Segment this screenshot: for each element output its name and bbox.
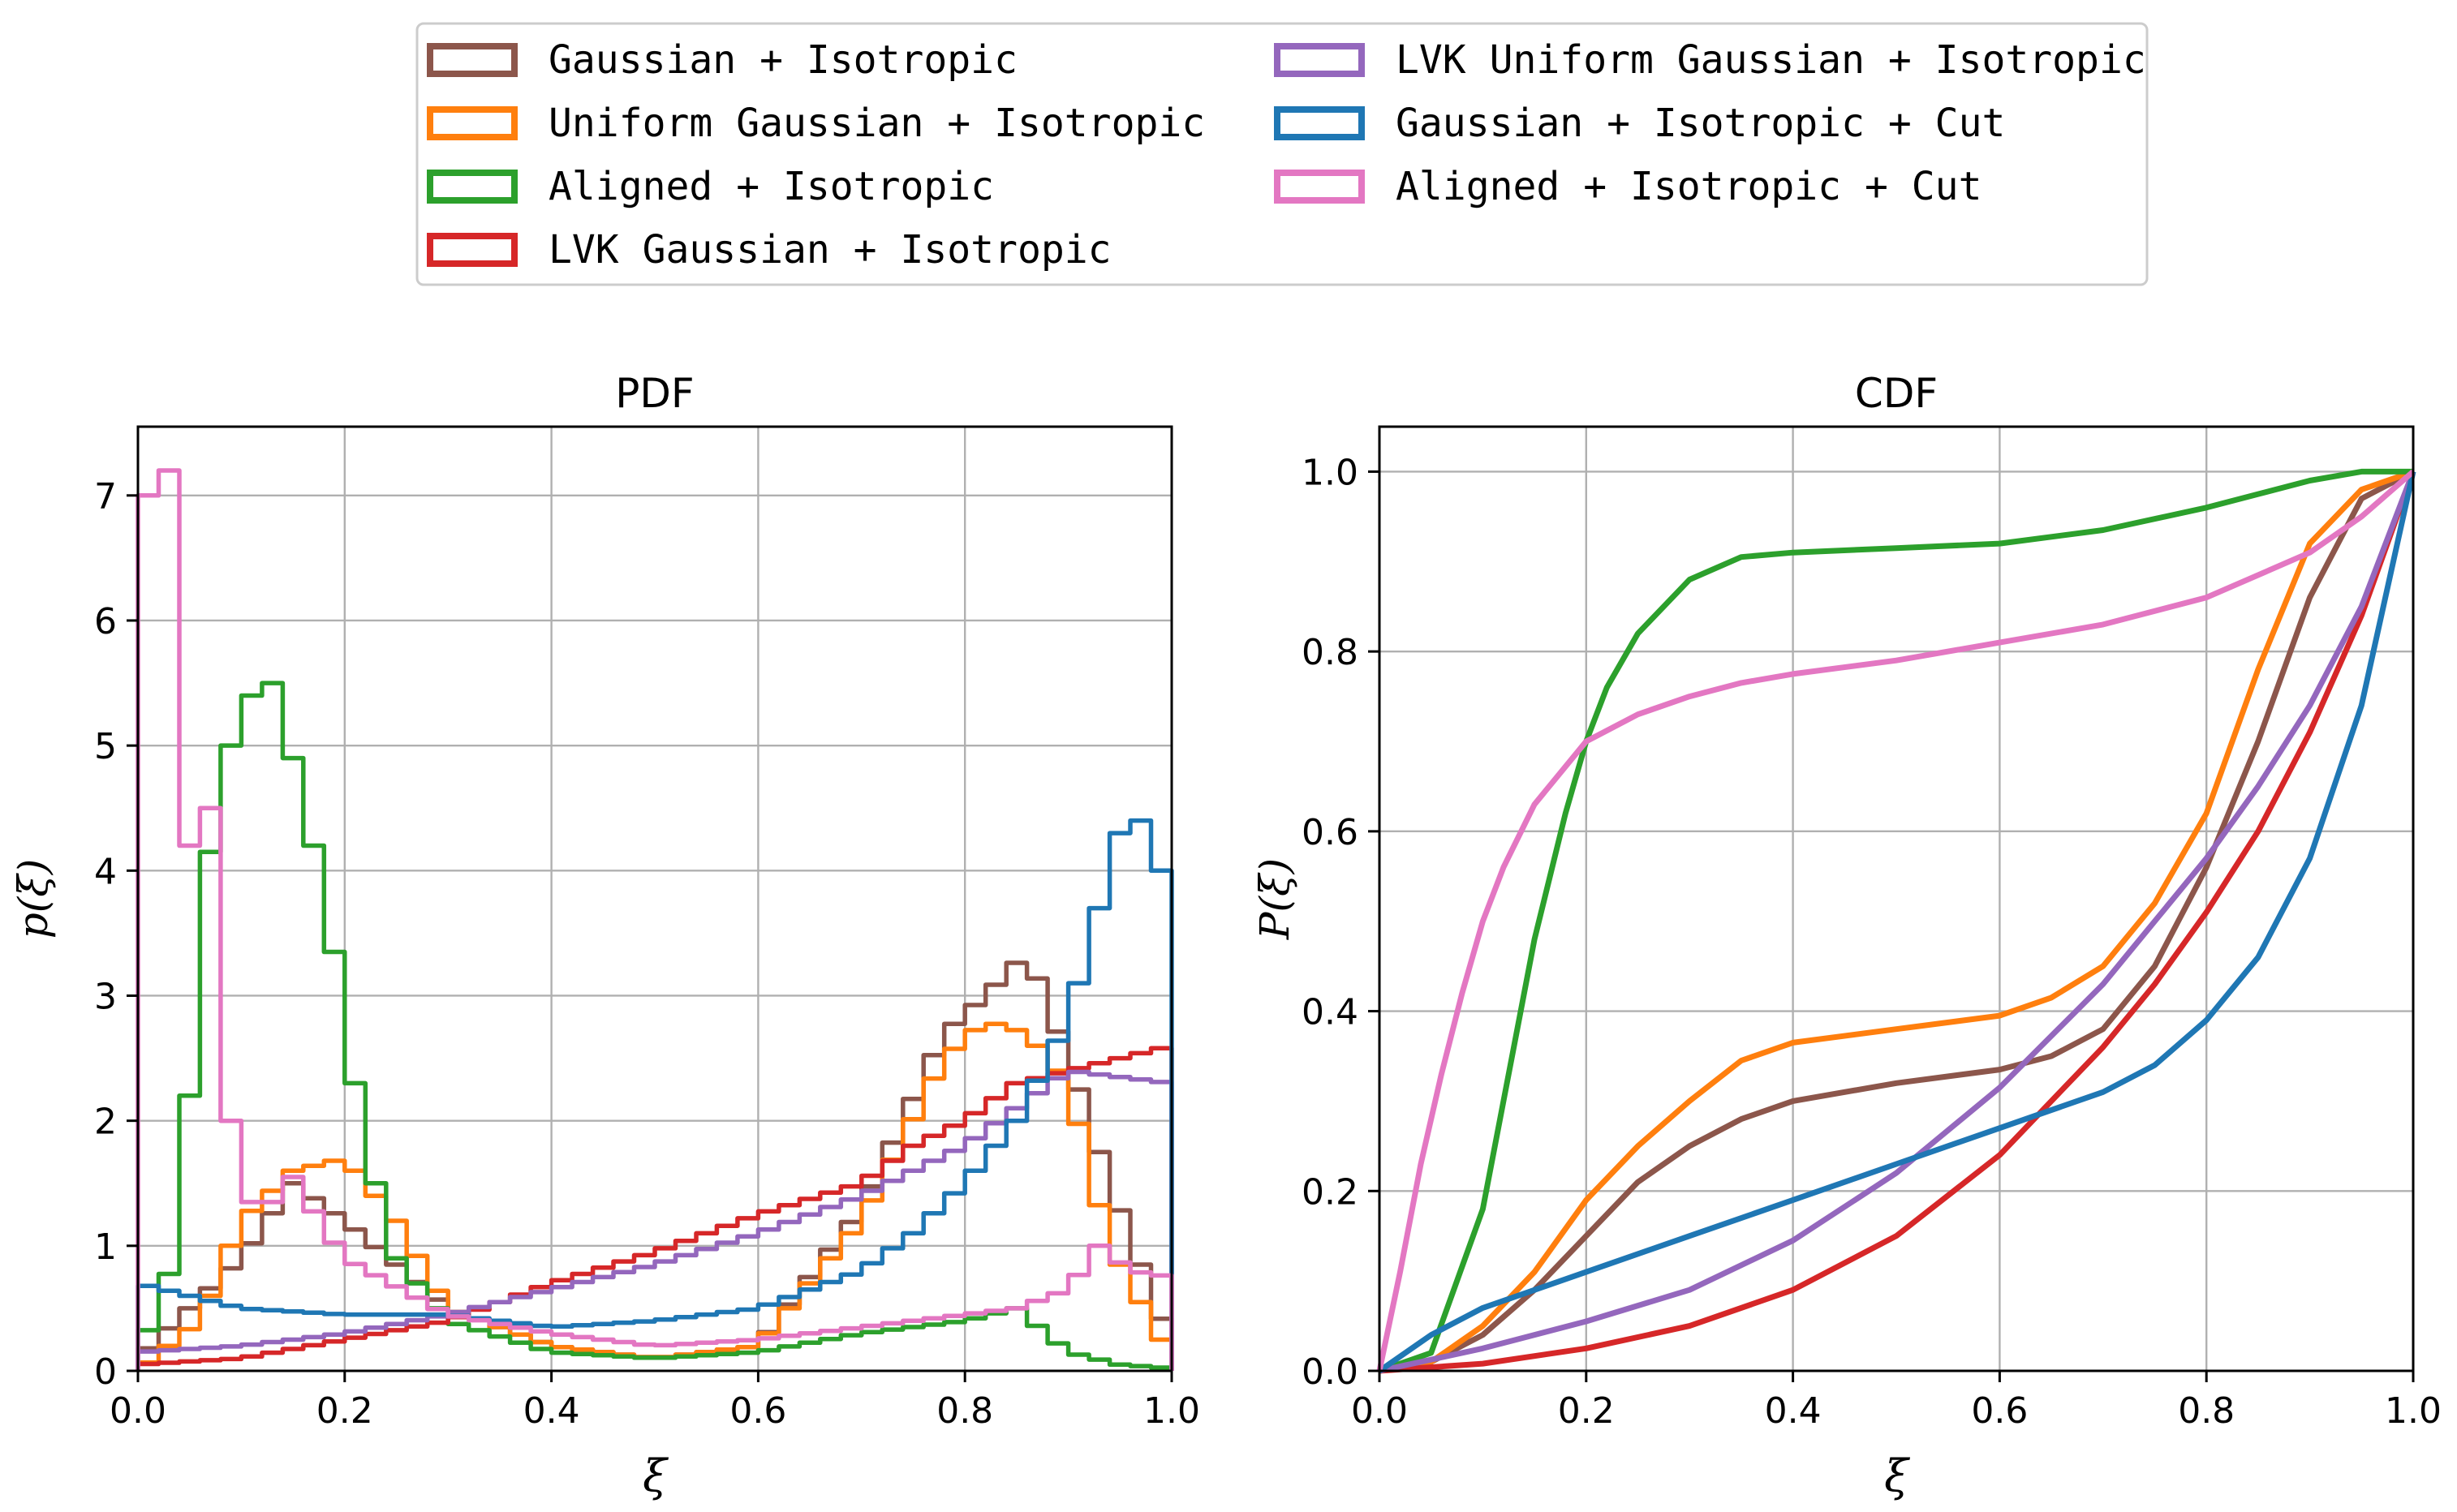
legend-swatch-uniform-gaussian-isotropic bbox=[427, 106, 518, 140]
legend-label-uniform-gaussian-isotropic: Uniform Gaussian + Isotropic bbox=[549, 101, 1205, 146]
y-tick-label: 5 bbox=[94, 726, 117, 767]
y-tick-label: 0.2 bbox=[1302, 1171, 1358, 1213]
legend-swatch-gaussian-isotropic-cut bbox=[1274, 106, 1365, 140]
x-tick-label: 0.0 bbox=[1351, 1390, 1408, 1432]
legend-label-aligned-isotropic-cut: Aligned + Isotropic + Cut bbox=[1396, 164, 1982, 209]
cdf-chart: 0.0 0.2 0.4 0.6 0.8 1.0 0.0 0.2 0.4 0.6 0.8 1.0 CDF ξ… bbox=[1251, 370, 2442, 1501]
series-aligned-isotropic-cut bbox=[1376, 469, 2416, 1372]
series-lvk-uniform-gaussian-isotropic bbox=[136, 1069, 1174, 1371]
y-tick-label: 0.6 bbox=[1302, 812, 1358, 853]
y-axis-label: P(ξ) bbox=[1251, 858, 1298, 940]
y-tick-label: 3 bbox=[94, 976, 117, 1017]
x-tick-label: 1.0 bbox=[2385, 1390, 2442, 1432]
y-tick-label: 4 bbox=[94, 851, 117, 892]
series-lvk-uniform-gaussian-isotropic bbox=[1379, 470, 2416, 1374]
y-tick-label: 1.0 bbox=[1302, 452, 1358, 493]
y-tick-label: 0 bbox=[94, 1351, 117, 1393]
x-tick-label: 0.4 bbox=[523, 1390, 580, 1432]
legend-swatch-lvk-gaussian-isotropic bbox=[427, 233, 518, 267]
legend-swatch-lvk-uniform-gaussian-isotropic bbox=[1274, 43, 1365, 77]
series-lvk-gaussian-isotropic bbox=[1379, 470, 2416, 1374]
series-aligned-isotropic-cut bbox=[136, 468, 1174, 1371]
x-tick-label: 0.0 bbox=[110, 1390, 166, 1432]
x-tick-label: 0.2 bbox=[1558, 1390, 1615, 1432]
y-tick-label: 2 bbox=[94, 1102, 117, 1143]
x-tick-label: 0.6 bbox=[729, 1390, 786, 1432]
y-tick-label: 7 bbox=[94, 476, 117, 518]
legend-swatch-gaussian-isotropic bbox=[427, 43, 518, 77]
plot-frame bbox=[1378, 425, 2415, 1372]
chart-title: PDF bbox=[615, 370, 694, 417]
legend-frame bbox=[415, 22, 2149, 286]
y-axis-label: p(ξ) bbox=[10, 859, 57, 939]
y-tick-label: 0.8 bbox=[1302, 632, 1358, 673]
pdf-chart: 0.0 0.2 0.4 0.6 0.8 1.0 0 1 2 3 4 5 6 7 PDF ξ p(ξ) bbox=[10, 370, 1200, 1501]
legend-label-lvk-uniform-gaussian-isotropic: LVK Uniform Gaussian + Isotropic bbox=[1396, 37, 2146, 83]
legend-label-lvk-gaussian-isotropic: LVK Gaussian + Isotropic bbox=[549, 227, 1112, 273]
plot-frame bbox=[136, 425, 1173, 1372]
y-tick-label: 6 bbox=[94, 601, 117, 642]
legend-label-gaussian-isotropic-cut: Gaussian + Isotropic + Cut bbox=[1396, 101, 2005, 146]
series-gaussian-isotropic-cut bbox=[1378, 470, 2416, 1373]
x-tick-label: 0.2 bbox=[316, 1390, 373, 1432]
legend-swatch-aligned-isotropic-cut bbox=[1274, 170, 1365, 204]
y-tick-label: 0.4 bbox=[1302, 992, 1358, 1033]
series-lvk-gaussian-isotropic bbox=[136, 1046, 1174, 1371]
x-axis-label: ξ bbox=[643, 1450, 669, 1501]
legend-swatch-aligned-isotropic bbox=[427, 170, 518, 204]
x-tick-label: 0.6 bbox=[1971, 1390, 2028, 1432]
y-tick-label: 1 bbox=[94, 1226, 117, 1268]
x-axis-label: ξ bbox=[1884, 1450, 1910, 1501]
y-tick-label: 0.0 bbox=[1302, 1351, 1358, 1393]
x-tick-label: 0.4 bbox=[1765, 1390, 1822, 1432]
x-tick-label: 0.8 bbox=[936, 1390, 993, 1432]
legend-label-gaussian-isotropic: Gaussian + Isotropic bbox=[549, 37, 1018, 83]
series-aligned-isotropic bbox=[1378, 468, 2413, 1374]
series-gaussian-isotropic-cut bbox=[136, 818, 1174, 1371]
x-tick-label: 1.0 bbox=[1143, 1390, 1200, 1432]
legend: Gaussian + Isotropic Uniform Gaussian + I… bbox=[415, 22, 2149, 286]
legend-label-aligned-isotropic: Aligned + Isotropic bbox=[549, 164, 994, 209]
x-tick-label: 0.8 bbox=[2178, 1390, 2235, 1432]
chart-title: CDF bbox=[1855, 370, 1938, 417]
series-uniform-gaussian-isotropic bbox=[1379, 469, 2415, 1374]
